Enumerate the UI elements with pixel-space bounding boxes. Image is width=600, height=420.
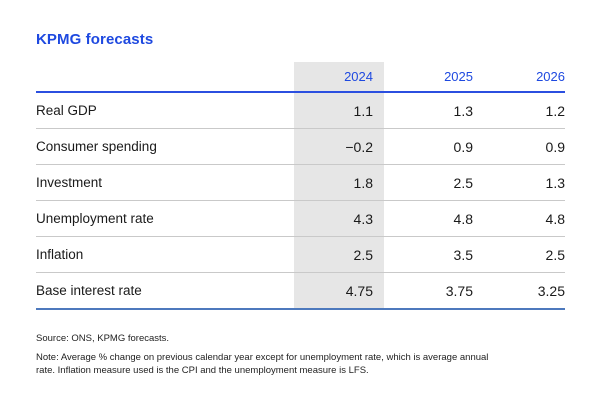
cell-value: −0.2	[294, 128, 384, 165]
table-row: Unemployment rate 4.3 4.8 4.8	[36, 200, 565, 237]
cell-value: 0.9	[545, 138, 565, 155]
cell-value: 3.5	[453, 246, 473, 263]
cell-value: 2.5	[453, 174, 473, 191]
cell-value: 0.9	[453, 138, 473, 155]
cell-value: 3.75	[445, 282, 473, 299]
row-label: Base interest rate	[36, 283, 142, 298]
note-line: Note: Average % change on previous calen…	[36, 352, 489, 376]
cell-value: 2.5	[294, 236, 384, 273]
cell-value: 3.25	[537, 282, 565, 299]
table-row: Base interest rate 4.75 3.75 3.25	[36, 272, 565, 309]
cell-value: 1.3	[545, 174, 565, 191]
page-title: KPMG forecasts	[36, 31, 154, 48]
cell-value: 1.3	[453, 102, 473, 119]
column-header-2026: 2026	[536, 69, 565, 84]
cell-value: 2.5	[545, 246, 565, 263]
cell-value: 4.8	[453, 210, 473, 227]
row-label: Real GDP	[36, 103, 97, 118]
column-header-2024: 2024	[294, 62, 384, 92]
cell-value: 1.8	[294, 164, 384, 201]
header-blank-cell	[36, 62, 294, 92]
header-row: 2024 2025 2026	[36, 62, 565, 92]
table-row: Investment 1.8 2.5 1.3	[36, 164, 565, 201]
forecast-table: 2024 2025 2026 Real GDP 1.1 1.3 1.2 Cons…	[36, 62, 565, 310]
row-label: Unemployment rate	[36, 211, 154, 226]
cell-value: 4.8	[545, 210, 565, 227]
source-line: Source: ONS, KPMG forecasts.	[36, 333, 170, 344]
table-header: 2024 2025 2026	[36, 62, 565, 92]
row-label: Consumer spending	[36, 139, 157, 154]
table-row: Inflation 2.5 3.5 2.5	[36, 236, 565, 273]
row-label: Inflation	[36, 247, 84, 262]
cell-value: 4.3	[294, 200, 384, 237]
row-label: Investment	[36, 175, 103, 190]
table-row: Consumer spending −0.2 0.9 0.9	[36, 128, 565, 165]
column-header-2025: 2025	[444, 69, 473, 84]
table-row: Real GDP 1.1 1.3 1.2	[36, 92, 565, 129]
cell-value: 1.2	[545, 102, 565, 119]
cell-value: 1.1	[294, 92, 384, 129]
cell-value: 4.75	[294, 272, 384, 309]
